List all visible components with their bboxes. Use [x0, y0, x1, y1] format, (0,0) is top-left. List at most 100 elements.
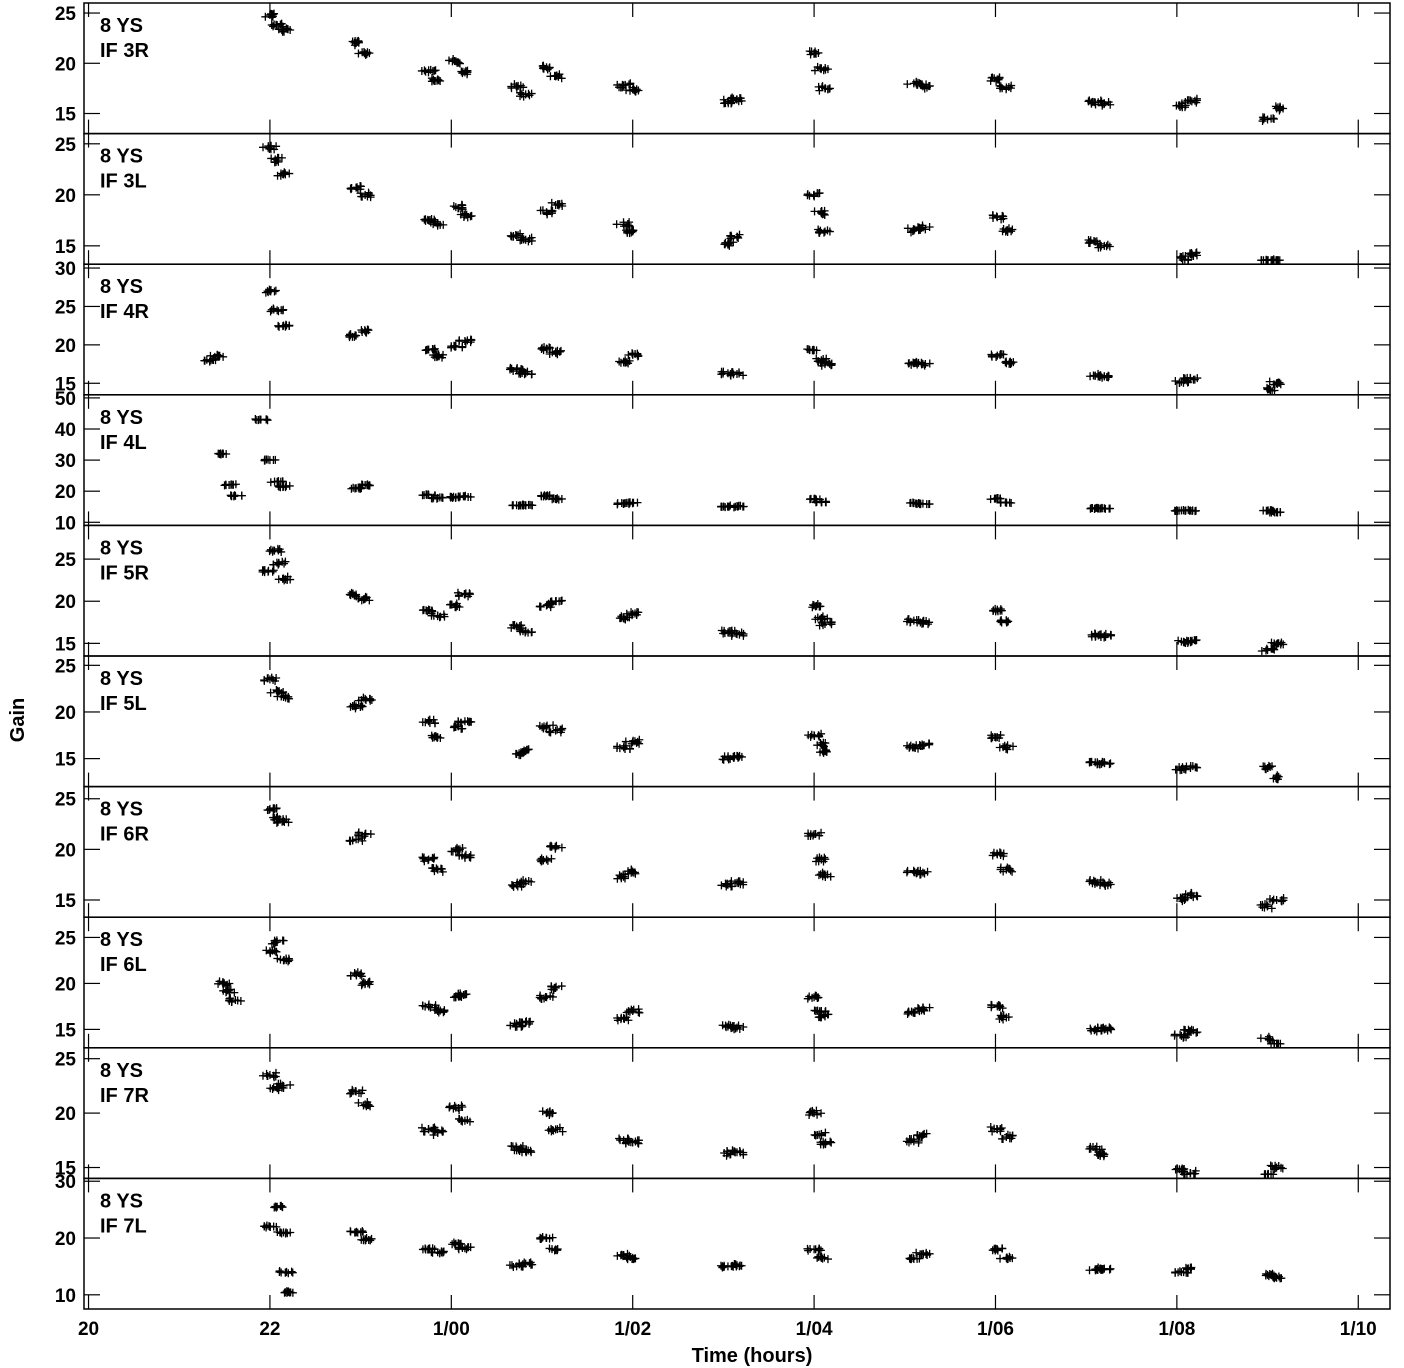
- data-point: [739, 1023, 748, 1032]
- data-point: [822, 498, 831, 507]
- data-point: [819, 1010, 828, 1019]
- y-tick-label: 40: [55, 420, 76, 441]
- data-point: [267, 154, 276, 163]
- data-point: [274, 307, 283, 316]
- data-point: [284, 1269, 293, 1278]
- data-point: [551, 844, 560, 853]
- data-point: [812, 497, 821, 506]
- data-point: [536, 206, 545, 215]
- y-tick-label: 20: [55, 336, 76, 357]
- data-point: [432, 494, 441, 503]
- data-point: [812, 1106, 821, 1115]
- data-point: [352, 1227, 361, 1236]
- data-point: [617, 1250, 626, 1259]
- data-point: [362, 1102, 371, 1111]
- data-point: [276, 1228, 285, 1237]
- data-point: [455, 1106, 464, 1115]
- data-point: [518, 368, 527, 377]
- data-point: [1192, 251, 1201, 260]
- data-point: [1093, 239, 1102, 248]
- data-point: [538, 1107, 547, 1116]
- data-point: [354, 1098, 363, 1107]
- data-point: [421, 718, 430, 727]
- data-point: [553, 350, 562, 359]
- data-point: [282, 481, 291, 490]
- data-point: [619, 1014, 628, 1023]
- data-point: [519, 92, 528, 101]
- data-point: [281, 483, 290, 492]
- data-point: [725, 241, 734, 250]
- data-point: [446, 492, 455, 501]
- data-point: [991, 604, 1000, 613]
- data-point: [1267, 904, 1276, 913]
- data-point: [1275, 256, 1284, 265]
- data-point: [734, 753, 743, 762]
- data-point: [545, 64, 554, 73]
- data-point: [269, 560, 278, 569]
- data-point: [280, 576, 289, 585]
- x-tick-label: 1/02: [614, 1319, 651, 1340]
- data-point: [910, 1009, 919, 1018]
- data-point: [282, 24, 291, 33]
- data-point: [424, 856, 433, 865]
- panel-label-source: 8 YS: [100, 276, 143, 298]
- data-point: [463, 717, 472, 726]
- data-point: [1258, 900, 1267, 909]
- data-point: [996, 865, 1005, 874]
- data-point: [804, 345, 813, 354]
- y-tick-label: 15: [55, 634, 77, 655]
- data-point: [549, 1126, 558, 1135]
- panel-label-source: 8 YS: [100, 537, 143, 559]
- data-point: [507, 623, 516, 632]
- data-point: [1192, 94, 1201, 103]
- data-point: [1267, 638, 1276, 647]
- data-point: [365, 596, 374, 605]
- data-point: [347, 484, 356, 493]
- y-tick-label: 15: [55, 1159, 77, 1180]
- data-point: [552, 597, 561, 606]
- data-point: [1268, 762, 1276, 771]
- data-point: [466, 1243, 475, 1252]
- data-point: [1008, 225, 1017, 234]
- data-point: [1179, 505, 1188, 514]
- data-point: [366, 694, 375, 703]
- data-point: [814, 82, 823, 91]
- data-point: [1008, 867, 1017, 876]
- data-point: [422, 606, 431, 615]
- y-tick-label: 25: [55, 550, 77, 571]
- data-point: [815, 228, 824, 237]
- data-point: [453, 58, 462, 67]
- data-point: [987, 734, 996, 743]
- data-point: [803, 190, 812, 199]
- data-point: [823, 65, 832, 74]
- data-point: [917, 81, 926, 90]
- panel-label-source: 8 YS: [100, 929, 143, 951]
- data-point: [272, 558, 281, 567]
- y-tick-label: 20: [55, 703, 76, 724]
- data-point: [275, 322, 284, 331]
- data-point: [546, 842, 555, 851]
- data-point: [1106, 1264, 1115, 1273]
- data-point: [613, 742, 622, 751]
- data-point: [430, 1126, 439, 1135]
- x-axis-title: Time (hours): [692, 1345, 813, 1367]
- data-point: [462, 1245, 471, 1254]
- data-point: [366, 1236, 375, 1245]
- data-point: [812, 354, 821, 363]
- data-point: [514, 81, 523, 90]
- data-point: [631, 609, 639, 618]
- data-point: [450, 723, 459, 732]
- data-point: [220, 979, 229, 988]
- data-point: [734, 1021, 743, 1030]
- data-point: [346, 184, 355, 193]
- data-point: [1094, 631, 1103, 640]
- data-point: [455, 591, 464, 600]
- data-point: [987, 73, 996, 82]
- data-point: [634, 86, 643, 95]
- data-point: [807, 730, 816, 739]
- panel-label-if: IF 4R: [100, 301, 149, 323]
- data-point: [902, 868, 911, 877]
- data-point: [992, 849, 1001, 858]
- data-point: [920, 1006, 929, 1015]
- panel-if-6l: 15 20 25 8 YS IF 6L: [55, 916, 1391, 1049]
